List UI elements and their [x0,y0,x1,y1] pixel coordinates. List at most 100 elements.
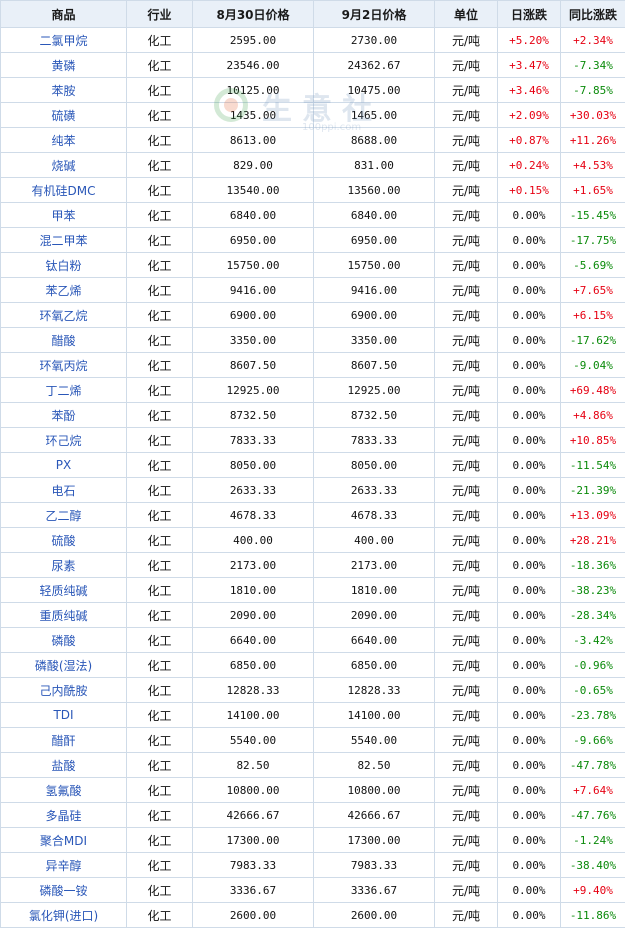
commodity-cell[interactable]: 磷酸一铵 [0,877,127,903]
price-aug30-cell: 6640.00 [192,627,314,653]
commodity-cell[interactable]: TDI [0,702,127,728]
commodity-cell[interactable]: 硫酸 [0,527,127,553]
commodity-cell[interactable]: 环氧丙烷 [0,352,127,378]
daily-change-cell: 0.00% [497,352,561,378]
commodity-cell[interactable]: 醋酸 [0,327,127,353]
commodity-cell[interactable]: 聚合MDI [0,827,127,853]
commodity-cell[interactable]: 盐酸 [0,752,127,778]
table-row: 磷酸一铵 化工 3336.67 3336.67 元/吨 0.00% +9.40% [0,877,625,903]
unit-cell: 元/吨 [434,652,498,678]
table-row: 醋酸 化工 3350.00 3350.00 元/吨 0.00% -17.62% [0,327,625,353]
commodity-cell[interactable]: 己内酰胺 [0,677,127,703]
price-aug30-cell: 829.00 [192,152,314,178]
unit-cell: 元/吨 [434,377,498,403]
daily-change-cell: 0.00% [497,702,561,728]
daily-change-cell: 0.00% [497,752,561,778]
yoy-change-cell: -3.42% [560,627,625,653]
commodity-cell[interactable]: 轻质纯碱 [0,577,127,603]
daily-change-cell: +2.09% [497,102,561,128]
yoy-change-cell: -18.36% [560,552,625,578]
commodity-cell[interactable]: 尿素 [0,552,127,578]
daily-change-cell: 0.00% [497,502,561,528]
unit-cell: 元/吨 [434,752,498,778]
commodity-cell[interactable]: 磷酸 [0,627,127,653]
yoy-change-cell: +9.40% [560,877,625,903]
yoy-change-cell: -47.76% [560,802,625,828]
price-aug30-cell: 10125.00 [192,77,314,103]
price-sep2-cell: 5540.00 [313,727,435,753]
unit-cell: 元/吨 [434,777,498,803]
yoy-change-cell: -38.40% [560,852,625,878]
commodity-cell[interactable]: 硫磺 [0,102,127,128]
commodity-cell[interactable]: 黄磷 [0,52,127,78]
price-aug30-cell: 14100.00 [192,702,314,728]
commodity-cell[interactable]: 乙二醇 [0,502,127,528]
unit-cell: 元/吨 [434,127,498,153]
price-sep2-cell: 12925.00 [313,377,435,403]
header-commodity: 商品 [0,0,127,28]
unit-cell: 元/吨 [434,202,498,228]
price-aug30-cell: 2090.00 [192,602,314,628]
table-row: 盐酸 化工 82.50 82.50 元/吨 0.00% -47.78% [0,752,625,778]
price-sep2-cell: 1465.00 [313,102,435,128]
price-sep2-cell: 1810.00 [313,577,435,603]
commodity-cell[interactable]: 环氧乙烷 [0,302,127,328]
daily-change-cell: 0.00% [497,802,561,828]
commodity-cell[interactable]: 磷酸(湿法) [0,652,127,678]
daily-change-cell: 0.00% [497,877,561,903]
industry-cell: 化工 [126,777,193,803]
commodity-cell[interactable]: 丁二烯 [0,377,127,403]
unit-cell: 元/吨 [434,402,498,428]
table-row: 钛白粉 化工 15750.00 15750.00 元/吨 0.00% -5.69% [0,252,625,278]
yoy-change-cell: -17.75% [560,227,625,253]
industry-cell: 化工 [126,177,193,203]
commodity-cell[interactable]: 醋酐 [0,727,127,753]
table-row: 重质纯碱 化工 2090.00 2090.00 元/吨 0.00% -28.34% [0,602,625,628]
commodity-cell[interactable]: 烧碱 [0,152,127,178]
table-row: 聚合MDI 化工 17300.00 17300.00 元/吨 0.00% -1.24% [0,827,625,853]
yoy-change-cell: +2.34% [560,27,625,53]
commodity-cell[interactable]: 苯酚 [0,402,127,428]
commodity-cell[interactable]: 钛白粉 [0,252,127,278]
table-row: 电石 化工 2633.33 2633.33 元/吨 0.00% -21.39% [0,477,625,503]
table-body: 二氯甲烷 化工 2595.00 2730.00 元/吨 +5.20% +2.34% 黄磷 化工 2… [0,27,625,928]
price-sep2-cell: 4678.33 [313,502,435,528]
commodity-cell[interactable]: 二氯甲烷 [0,27,127,53]
table-row: 硫磺 化工 1435.00 1465.00 元/吨 +2.09% +30.03% [0,102,625,128]
price-sep2-cell: 24362.67 [313,52,435,78]
industry-cell: 化工 [126,52,193,78]
commodity-cell[interactable]: 重质纯碱 [0,602,127,628]
table-row: 烧碱 化工 829.00 831.00 元/吨 +0.24% +4.53% [0,152,625,178]
yoy-change-cell: -17.62% [560,327,625,353]
commodity-cell[interactable]: 纯苯 [0,127,127,153]
table-row: 黄磷 化工 23546.00 24362.67 元/吨 +3.47% -7.34% [0,52,625,78]
commodity-cell[interactable]: 甲苯 [0,202,127,228]
commodity-cell[interactable]: PX [0,452,127,478]
daily-change-cell: 0.00% [497,427,561,453]
commodity-cell[interactable]: 苯乙烯 [0,277,127,303]
commodity-cell[interactable]: 氯化钾(进口) [0,902,127,928]
table-row: 异辛醇 化工 7983.33 7983.33 元/吨 0.00% -38.40% [0,852,625,878]
daily-change-cell: 0.00% [497,777,561,803]
commodity-cell[interactable]: 异辛醇 [0,852,127,878]
commodity-cell[interactable]: 混二甲苯 [0,227,127,253]
price-aug30-cell: 1435.00 [192,102,314,128]
daily-change-cell: 0.00% [497,527,561,553]
commodity-cell[interactable]: 氢氟酸 [0,777,127,803]
unit-cell: 元/吨 [434,902,498,928]
commodity-cell[interactable]: 多晶硅 [0,802,127,828]
commodity-cell[interactable]: 环己烷 [0,427,127,453]
unit-cell: 元/吨 [434,302,498,328]
commodity-cell[interactable]: 电石 [0,477,127,503]
industry-cell: 化工 [126,477,193,503]
commodity-cell[interactable]: 有机硅DMC [0,177,127,203]
yoy-change-cell: +1.65% [560,177,625,203]
commodity-cell[interactable]: 苯胺 [0,77,127,103]
price-aug30-cell: 3350.00 [192,327,314,353]
yoy-change-cell: +7.65% [560,277,625,303]
price-sep2-cell: 8688.00 [313,127,435,153]
industry-cell: 化工 [126,352,193,378]
industry-cell: 化工 [126,277,193,303]
table-row: 磷酸(湿法) 化工 6850.00 6850.00 元/吨 0.00% -0.96% [0,652,625,678]
